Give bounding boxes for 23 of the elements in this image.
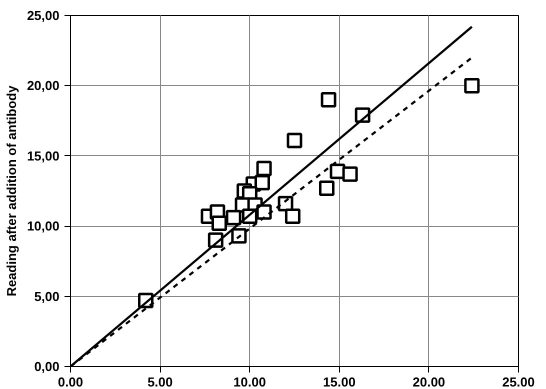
- y-tick-label: 20,00: [26, 78, 60, 94]
- point: [464, 78, 480, 94]
- point: [254, 174, 270, 190]
- point: [211, 216, 227, 232]
- y-tick-label: 5,00: [34, 288, 60, 304]
- x-tick-label: 10.00: [233, 374, 266, 389]
- y-tick-label: 0,00: [34, 359, 60, 374]
- x-tick-label: 5.00: [147, 374, 173, 389]
- y-axis-title: Reading after addition of antibody: [4, 84, 19, 296]
- y-tick-label: 25,00: [26, 8, 60, 23]
- point: [320, 92, 336, 108]
- x-tick-label: 25.00: [502, 374, 535, 389]
- point: [256, 160, 272, 176]
- x-tick-label: 20.00: [412, 374, 446, 389]
- point: [342, 166, 358, 182]
- point: [286, 132, 302, 148]
- point: [284, 208, 300, 224]
- x-tick-label: 15.00: [323, 374, 356, 389]
- y-tick-label: 15,00: [26, 148, 60, 164]
- y-tick-label: 10,00: [26, 218, 60, 234]
- point: [319, 180, 335, 196]
- point: [226, 210, 242, 226]
- x-tick-label: 0.00: [58, 374, 84, 389]
